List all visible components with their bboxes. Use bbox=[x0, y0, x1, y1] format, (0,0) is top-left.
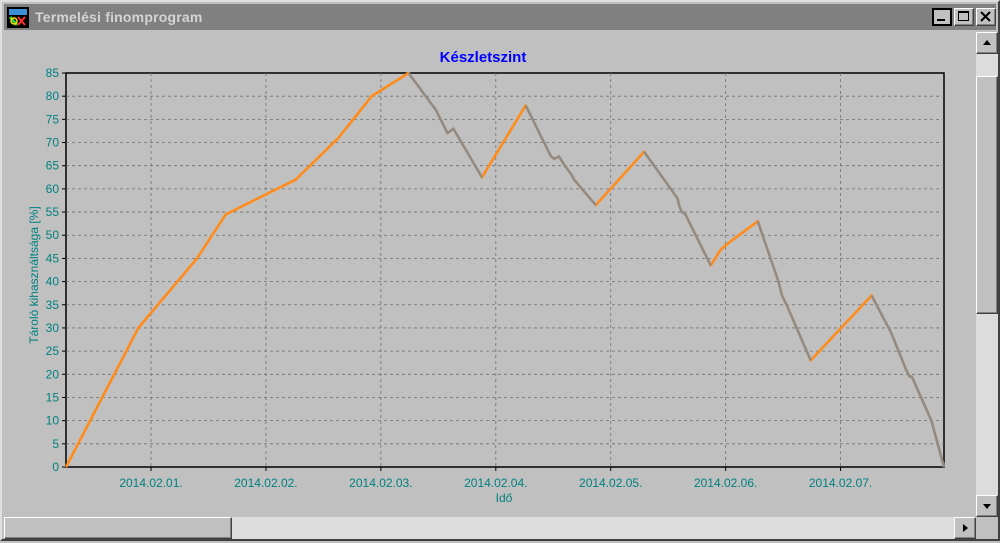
y-tick-label: 20 bbox=[46, 367, 60, 381]
y-tick-label: 85 bbox=[46, 66, 60, 80]
x-axis-label: Idő bbox=[496, 491, 513, 505]
y-tick-label: 25 bbox=[46, 344, 60, 358]
scroll-right-button[interactable] bbox=[954, 517, 976, 539]
x-tick-label: 2014.02.04. bbox=[464, 476, 527, 490]
y-tick-label: 45 bbox=[46, 251, 60, 265]
y-tick-label: 70 bbox=[46, 136, 60, 150]
series-line-consumption-segment bbox=[756, 220, 812, 361]
scroll-up-button[interactable] bbox=[976, 32, 998, 54]
maximize-icon bbox=[958, 11, 969, 21]
maximize-button[interactable] bbox=[954, 8, 974, 26]
x-tick-label: 2014.02.07. bbox=[809, 476, 872, 490]
chart: Készletszint 0 5 10 15 20 25 30 35 40 45 50 55 60 65 7… bbox=[27, 49, 946, 505]
app-logo-icon[interactable] bbox=[7, 7, 29, 28]
vertical-scrollbar[interactable] bbox=[976, 32, 998, 517]
chart-area: Készletszint 0 5 10 15 20 25 30 35 40 45 50 55 60 65 7… bbox=[4, 30, 974, 516]
y-tick-label: 60 bbox=[46, 182, 60, 196]
y-tick-label: 35 bbox=[46, 298, 60, 312]
y-tick-label: 10 bbox=[46, 414, 60, 428]
x-tick-label: 2014.02.05. bbox=[579, 476, 642, 490]
y-tick-label: 80 bbox=[46, 89, 60, 103]
arrow-right-icon bbox=[963, 524, 968, 532]
y-tick-label: 40 bbox=[46, 275, 60, 289]
close-button[interactable] bbox=[976, 8, 996, 26]
minimize-button[interactable] bbox=[932, 8, 952, 26]
y-tick-label: 75 bbox=[46, 112, 60, 126]
x-tick-label: 2014.02.01. bbox=[119, 476, 182, 490]
x-tick-label: 2014.02.02. bbox=[234, 476, 297, 490]
series-line-consumption-segment bbox=[407, 72, 484, 178]
x-tick-label: 2014.02.06. bbox=[694, 476, 757, 490]
x-tick-label: 2014.02.03. bbox=[349, 476, 412, 490]
arrow-up-icon bbox=[983, 40, 991, 45]
title-bar[interactable]: Termelési finomprogram bbox=[4, 4, 996, 30]
arrow-down-icon bbox=[983, 504, 991, 509]
y-tick-label: 15 bbox=[46, 390, 60, 404]
y-tick-label: 55 bbox=[46, 205, 60, 219]
y-tick-label: 5 bbox=[52, 437, 59, 451]
y-tick-label: 0 bbox=[52, 460, 59, 474]
horizontal-scrollbar[interactable] bbox=[4, 517, 976, 539]
series-line-consumption-segment bbox=[870, 294, 946, 468]
vertical-scroll-thumb[interactable] bbox=[976, 76, 998, 315]
close-icon bbox=[980, 11, 991, 22]
series-line-consumption-segment bbox=[524, 104, 597, 206]
plot-area bbox=[65, 72, 945, 468]
y-tick-label: 50 bbox=[46, 228, 60, 242]
minimize-icon bbox=[937, 19, 945, 21]
scrollbar-corner bbox=[976, 517, 998, 539]
y-tick-label: 65 bbox=[46, 159, 60, 173]
window-title: Termelési finomprogram bbox=[35, 9, 203, 25]
y-tick-label: 30 bbox=[46, 321, 60, 335]
scroll-down-button[interactable] bbox=[976, 495, 998, 517]
horizontal-scroll-thumb[interactable] bbox=[4, 517, 232, 539]
chart-title: Készletszint bbox=[440, 49, 527, 66]
y-axis-label: Tároló kihasználtsága [%] bbox=[27, 206, 41, 343]
series-line-consumption-segment bbox=[643, 151, 712, 266]
